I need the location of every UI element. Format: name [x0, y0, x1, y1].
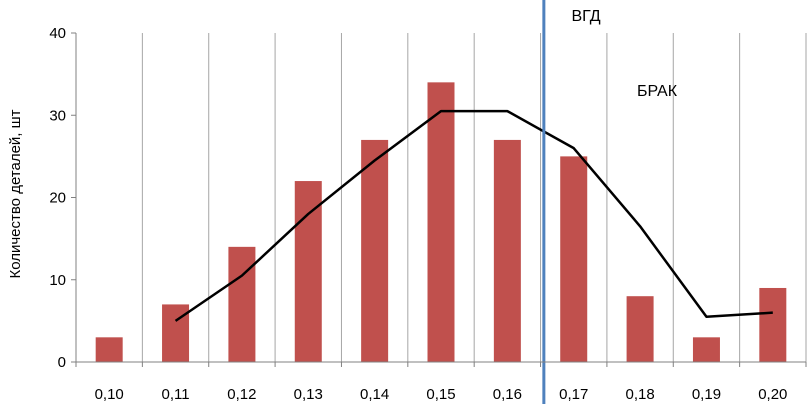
x-tick-label: 0,17 — [559, 386, 588, 403]
x-tick-label: 0,10 — [95, 386, 124, 403]
bar — [692, 337, 720, 362]
x-tick-label: 0,14 — [360, 386, 389, 403]
bar-series — [95, 82, 787, 362]
region-label: БРАК — [637, 83, 678, 100]
bar — [427, 82, 455, 362]
bar — [560, 156, 588, 362]
y-tick-label: 20 — [49, 190, 66, 207]
bar — [493, 139, 521, 362]
x-tick-label: 0,19 — [692, 386, 721, 403]
axes — [71, 32, 807, 367]
bar — [95, 337, 123, 362]
bar — [294, 181, 322, 362]
x-tick-label: 0,20 — [758, 386, 787, 403]
bar — [626, 296, 654, 362]
x-tick-label: 0,11 — [161, 386, 189, 403]
y-tick-label: 0 — [58, 354, 66, 371]
bar — [361, 139, 389, 362]
x-tick-label: 0,12 — [227, 386, 256, 403]
trend-line-series — [174, 0, 773, 404]
trend-line — [174, 109, 773, 322]
bar — [228, 246, 256, 362]
y-tick-label: 30 — [49, 107, 66, 124]
tick-labels: 0 10 20 30 40 0,10 0,11 0,12 0,13 0,14 0,15 0,16 0,1… — [49, 25, 787, 403]
x-tick-label: 0,13 — [294, 386, 323, 403]
x-tick-label: 0,15 — [426, 386, 455, 403]
bar — [759, 287, 787, 362]
y-tick-label: 10 — [49, 272, 66, 289]
y-axis-title: Количество деталей, шт — [7, 109, 24, 278]
threshold-label: ВГД — [571, 8, 600, 25]
x-tick-label: 0,16 — [493, 386, 522, 403]
x-tick-label: 0,18 — [625, 386, 654, 403]
grid — [75, 33, 807, 362]
y-tick-label: 40 — [49, 25, 66, 42]
